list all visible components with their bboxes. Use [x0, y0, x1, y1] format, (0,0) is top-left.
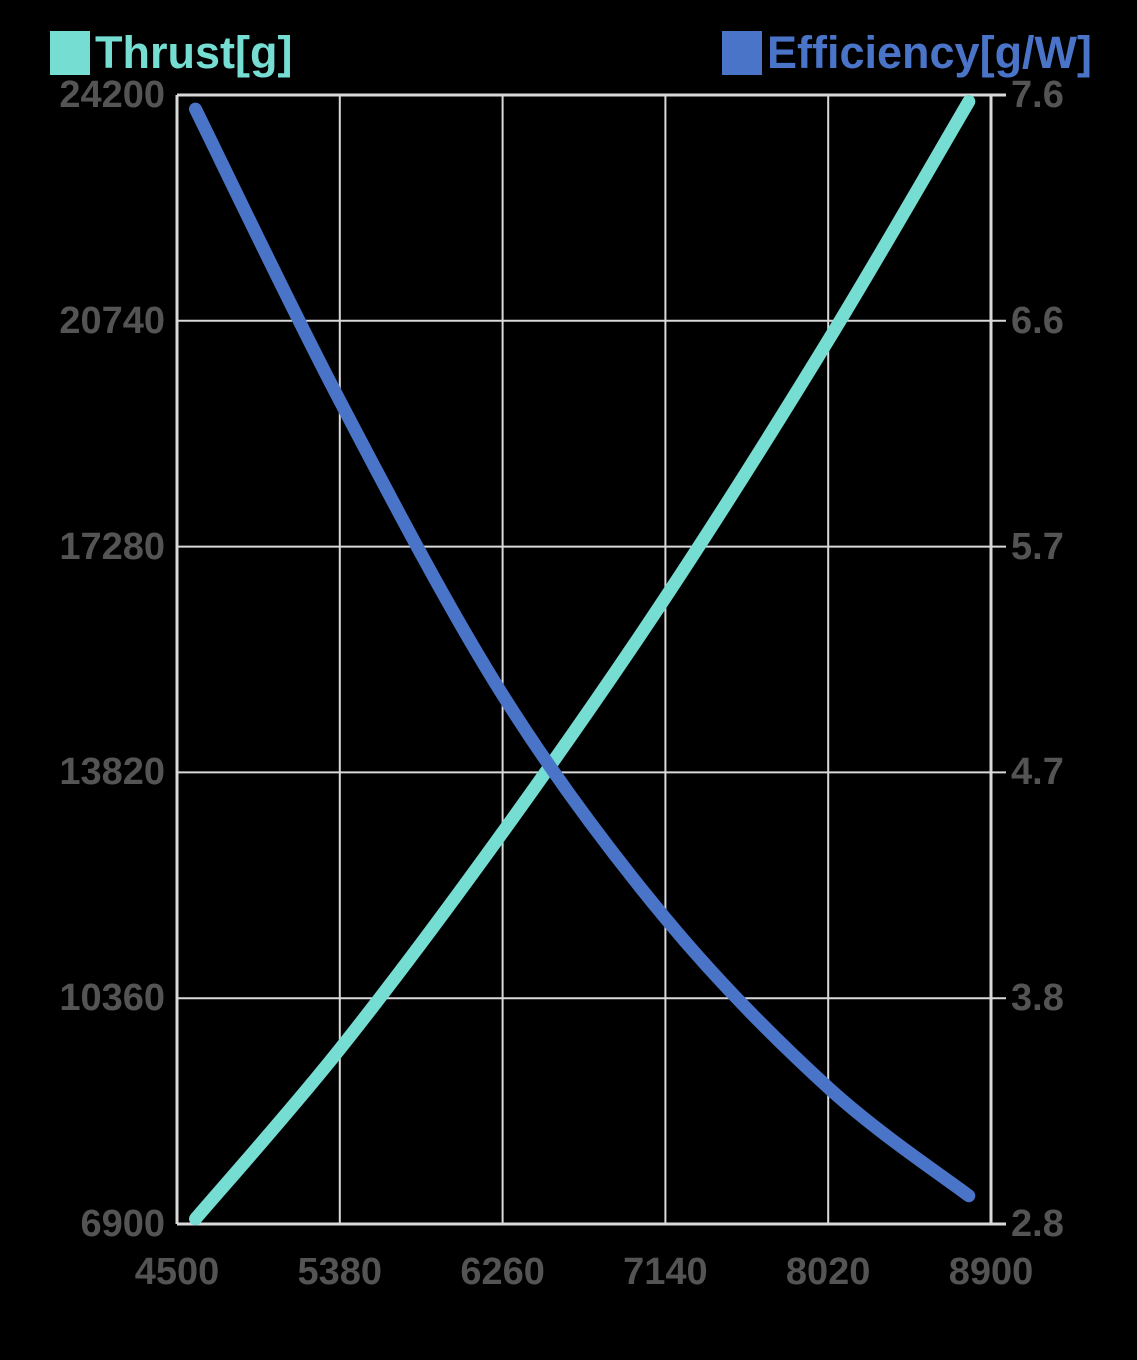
- x-axis-tick-label: 6260: [460, 1251, 545, 1293]
- left-axis-tick-label: 13820: [59, 751, 165, 794]
- efficiency-legend-label: Efficiency[g/W]: [767, 27, 1093, 78]
- x-axis-tick-label: 8020: [785, 1251, 871, 1293]
- left-axis-tick-label: 6900: [80, 1203, 165, 1245]
- x-axis-tick-label: 8900: [948, 1251, 1034, 1293]
- efficiency-curve: [189, 102, 976, 1203]
- thrust-legend-label: Thrust[g]: [95, 27, 293, 78]
- x-axis-tick-label: 7140: [623, 1251, 708, 1293]
- right-axis-tick-label: 3.8: [1011, 977, 1064, 1020]
- right-axis-tick-label: 4.7: [1011, 751, 1064, 794]
- right-axis-tick-label: 7.6: [1011, 74, 1064, 116]
- left-axis-tick-label: 10360: [59, 977, 165, 1020]
- left-axis-tick-label: 24200: [59, 74, 165, 116]
- x-axis-tick-label: 4500: [134, 1251, 220, 1293]
- right-axis-tick-label: 2.8: [1011, 1203, 1064, 1245]
- efficiency-legend-swatch: [722, 31, 762, 75]
- right-axis-tick-label: 6.6: [1011, 299, 1064, 342]
- left-axis-tick-label: 17280: [59, 525, 165, 568]
- right-axis-tick-label: 5.7: [1011, 525, 1064, 568]
- x-axis-tick-label: 5380: [297, 1251, 383, 1293]
- thrust-curve: [189, 95, 976, 1226]
- legend-item-efficiency: Efficiency[g/W]: [722, 28, 1092, 78]
- left-axis-tick-label: 20740: [59, 299, 165, 342]
- legend-item-thrust: Thrust[g]: [50, 28, 292, 78]
- thrust-legend-swatch: [50, 31, 90, 75]
